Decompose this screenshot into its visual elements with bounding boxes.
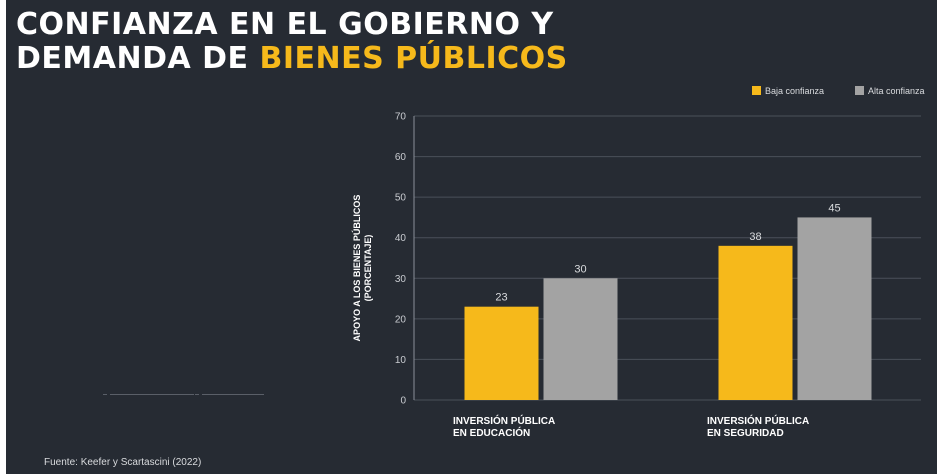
legend-label: Alta confianza [868, 86, 925, 96]
bar [464, 306, 539, 400]
decorative-line [110, 394, 194, 395]
decorative-dash [195, 394, 199, 395]
y-tick-label: 0 [400, 396, 406, 407]
legend-swatch [855, 86, 864, 95]
title-line-2-prefix: DEMANDA DE [16, 41, 260, 76]
data-label: 38 [749, 231, 761, 243]
legend-swatch [752, 86, 761, 95]
decorative-line [202, 394, 264, 395]
data-label: 23 [495, 292, 507, 304]
title-line-2-accent: BIENES PÚBLICOS [259, 41, 568, 76]
y-tick-label: 30 [395, 274, 407, 285]
y-tick-label: 70 [395, 112, 407, 123]
page-title: CONFIANZA EN EL GOBIERNO Y DEMANDA DE BI… [16, 8, 568, 76]
category-label: EN EDUCACIÓN [453, 426, 530, 439]
legend-label: Baja confianza [765, 86, 824, 96]
bar [797, 217, 872, 400]
y-tick-label: 50 [395, 193, 407, 204]
bar [718, 245, 793, 400]
y-tick-label: 10 [395, 355, 407, 366]
y-tick-label: 60 [395, 152, 407, 163]
data-label: 30 [574, 263, 586, 275]
decorative-dash [103, 394, 107, 395]
category-label: INVERSIÓN PÚBLICA [707, 414, 809, 427]
source-note: Fuente: Keefer y Scartascini (2022) [44, 457, 202, 468]
category-label: EN SEGURIDAD [707, 428, 784, 439]
y-axis-title: APOYO A LOS BIENES PÚBLICOS [351, 195, 362, 342]
y-tick-label: 20 [395, 314, 407, 325]
title-line-2: DEMANDA DE BIENES PÚBLICOS [16, 42, 568, 76]
y-axis-title: (PORCENTAJE) [363, 235, 373, 302]
category-label: INVERSIÓN PÚBLICA [453, 414, 555, 427]
bar [543, 278, 618, 400]
data-label: 45 [828, 202, 840, 214]
title-line-1: CONFIANZA EN EL GOBIERNO Y [16, 7, 554, 42]
y-tick-label: 40 [395, 233, 407, 244]
